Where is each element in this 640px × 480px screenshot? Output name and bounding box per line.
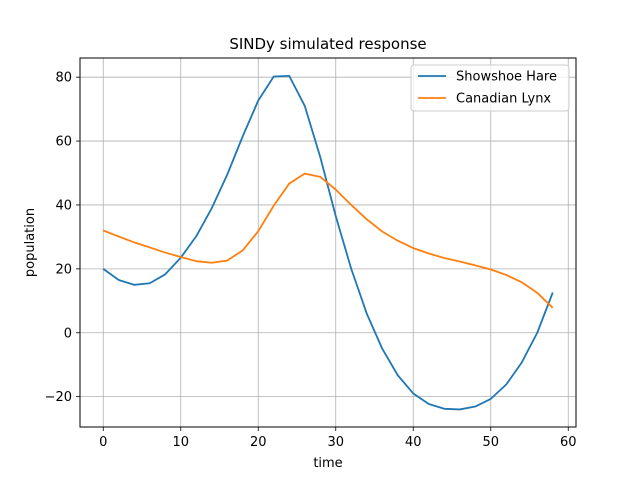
- y-axis-ticks: −20 0 20 40 60 80: [45, 71, 80, 405]
- legend-label-canadian-lynx: Canadian Lynx: [456, 92, 551, 107]
- y-tick-label: 0: [64, 326, 72, 341]
- x-axis-ticks: 0 10 20 30 40 50 60: [99, 427, 577, 450]
- y-axis-label: population: [23, 208, 38, 277]
- y-tick-label: −20: [45, 390, 72, 405]
- x-tick-label: 30: [327, 435, 344, 450]
- series-line-showshoe-hare: [102, 74, 554, 411]
- y-tick-label: 40: [55, 198, 72, 213]
- x-tick-label: 10: [172, 435, 189, 450]
- x-tick-label: 60: [560, 435, 577, 450]
- y-tick-label: 80: [55, 71, 72, 86]
- legend-label-showshoe-hare: Showshoe Hare: [456, 70, 557, 85]
- legend-box: [410, 64, 570, 112]
- x-tick-label: 40: [405, 435, 422, 450]
- x-tick-label: 0: [99, 435, 107, 450]
- series-line-canadian-lynx: [102, 172, 554, 309]
- legend: Showshoe Hare Canadian Lynx: [410, 64, 570, 112]
- x-tick-label: 20: [250, 435, 267, 450]
- series-lines: [102, 74, 554, 411]
- y-tick-label: 60: [55, 135, 72, 150]
- plot-frame: [79, 57, 577, 428]
- grid-lines: [80, 58, 576, 427]
- y-tick-label: 20: [55, 262, 72, 277]
- chart-title: SINDy simulated response: [229, 35, 426, 53]
- x-tick-label: 50: [482, 435, 499, 450]
- x-axis-label: time: [313, 456, 342, 471]
